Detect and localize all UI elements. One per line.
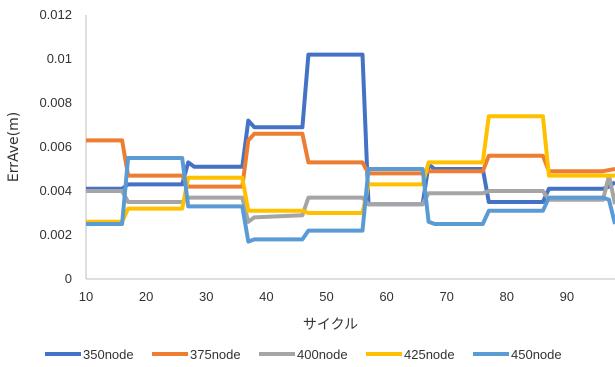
- series-line-450node: [86, 156, 615, 244]
- legend-label-450node: 450node: [511, 347, 562, 362]
- y-tick-label: 0.002: [39, 227, 72, 242]
- legend-label-350node: 350node: [83, 347, 134, 362]
- x-tick-label: 30: [199, 289, 213, 304]
- x-axis-title: サイクル: [303, 317, 358, 333]
- legend-label-375node: 375node: [190, 347, 241, 362]
- legend: 350node 375node 400node 425node 450node: [45, 347, 562, 362]
- x-tick-label: 80: [500, 289, 514, 304]
- y-tick-label: 0.01: [47, 51, 72, 66]
- y-tick-label: 0.012: [39, 7, 72, 22]
- series-line-350node: [86, 52, 615, 207]
- y-tick-label: 0.004: [39, 183, 72, 198]
- x-tick-label: 40: [259, 289, 273, 304]
- y-axis-title: ErrAve(m): [6, 112, 22, 182]
- x-tick-label: 50: [319, 289, 333, 304]
- x-axis-ticks: 10 20 30 40 50 60 70 80 90: [79, 289, 574, 304]
- y-tick-label: 0.008: [39, 95, 72, 110]
- legend-label-425node: 425node: [404, 347, 455, 362]
- y-axis-ticks: 0 0.002 0.004 0.006 0.008 0.01 0.012: [39, 7, 72, 286]
- x-tick-label: 20: [139, 289, 153, 304]
- x-tick-label: 10: [79, 289, 93, 304]
- x-tick-label: 60: [379, 289, 393, 304]
- x-tick-label: 90: [560, 289, 574, 304]
- y-tick-label: 0.006: [39, 139, 72, 154]
- legend-label-400node: 400node: [297, 347, 348, 362]
- y-tick-label: 0: [65, 271, 72, 286]
- plot-series: [86, 52, 615, 244]
- x-tick-label: 70: [439, 289, 453, 304]
